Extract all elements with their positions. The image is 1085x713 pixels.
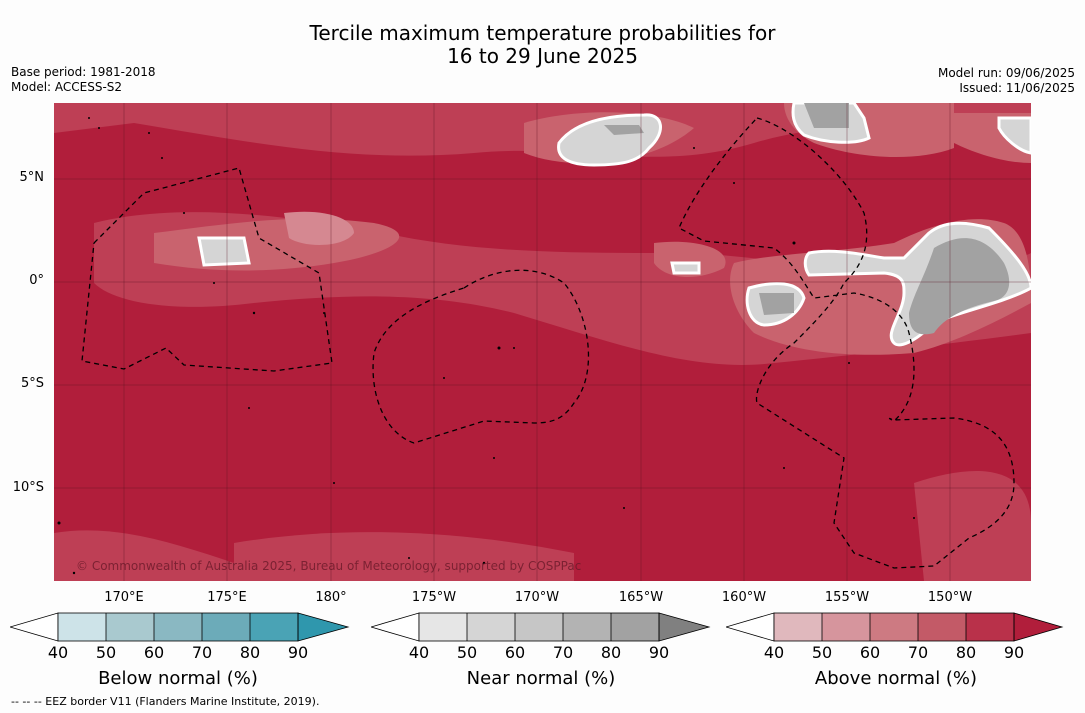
lat-label-5n: 5°N (19, 170, 45, 185)
cbar-below-seg-2 (106, 613, 154, 641)
grid-lines (54, 103, 1031, 581)
lon-label-175w: 175°W (411, 590, 457, 605)
colorbar-below-normal (10, 612, 350, 642)
issued-date: Issued: 11/06/2025 (959, 81, 1075, 95)
probability-map (54, 103, 1031, 581)
cbar-below-seg-1 (58, 613, 106, 641)
base-period: Base period: 1981-2018 (11, 65, 156, 79)
tick: 90 (648, 643, 670, 662)
cbar-near-seg-4 (563, 613, 611, 641)
colorbar-above-normal (726, 612, 1066, 642)
tick: 80 (239, 643, 261, 662)
cbar-above-seg-2 (822, 613, 870, 641)
tick: 70 (552, 643, 574, 662)
lon-label-170w: 170°W (514, 590, 560, 605)
tick: 60 (859, 643, 881, 662)
tick: 40 (408, 643, 430, 662)
near-normal-shading (197, 103, 1031, 347)
tick: 50 (95, 643, 117, 662)
lon-label-165w: 165°W (618, 590, 664, 605)
eez-border-footnote: -- -- -- EEZ border V11 (Flanders Marine… (11, 695, 320, 708)
map-title: Tercile maximum temperature probabilitie… (0, 22, 1085, 68)
cbar-below-seg-4 (202, 613, 250, 641)
tick: 60 (143, 643, 165, 662)
colorbar-near-label: Near normal (%) (466, 668, 616, 689)
above-normal-shading (54, 103, 1031, 581)
cbar-near-seg-2 (467, 613, 515, 641)
cbar-near-seg-1 (419, 613, 467, 641)
model-name: Model: ACCESS-S2 (11, 80, 123, 94)
lon-label-155w: 155°W (824, 590, 870, 605)
colorbar-above-label: Above normal (%) (814, 668, 978, 689)
meta-right: Model run: 09/06/2025 Issued: 11/06/2025 (938, 66, 1075, 96)
lon-label-150w: 150°W (927, 590, 973, 605)
title-line-1: Tercile maximum temperature probabilitie… (309, 21, 776, 45)
lat-label-5s: 5°S (20, 376, 44, 391)
colorbar-below-normal-swatches (10, 612, 350, 642)
tick: 90 (287, 643, 309, 662)
colorbar-above-normal-swatches (726, 612, 1064, 642)
title-line-2: 16 to 29 June 2025 (447, 44, 638, 68)
copyright-notice: © Commonwealth of Australia 2025, Bureau… (76, 559, 582, 573)
tick: 70 (191, 643, 213, 662)
colorbar-below-label: Below normal (%) (98, 668, 258, 689)
tick: 50 (811, 643, 833, 662)
cbar-above-seg-5 (966, 613, 1014, 641)
tick: 90 (1003, 643, 1025, 662)
model-run: Model run: 09/06/2025 (937, 66, 1075, 80)
lon-label-180: 180° (315, 590, 347, 605)
islands (57, 117, 915, 575)
meta-left: Base period: 1981-2018 Model: ACCESS-S2 (11, 65, 156, 95)
lat-label-0: 0° (29, 273, 44, 288)
tick: 40 (47, 643, 69, 662)
tick: 80 (600, 643, 622, 662)
cbar-above-seg-1 (774, 613, 822, 641)
cbar-above-seg-4 (918, 613, 966, 641)
eez-borders (81, 117, 1015, 569)
cbar-near-seg-3 (515, 613, 563, 641)
tick: 70 (907, 643, 929, 662)
tick: 60 (504, 643, 526, 662)
tick: 80 (955, 643, 977, 662)
tick: 40 (763, 643, 785, 662)
lon-label-160w: 160°W (721, 590, 767, 605)
tick: 50 (456, 643, 478, 662)
lon-label-175e: 175°E (207, 590, 247, 605)
colorbar-near-normal (371, 612, 711, 642)
cbar-near-seg-5 (611, 613, 659, 641)
lat-label-10s: 10°S (12, 480, 44, 495)
lon-label-170e: 170°E (104, 590, 144, 605)
colorbar-near-normal-swatches (371, 612, 711, 642)
cbar-below-seg-3 (154, 613, 202, 641)
cbar-above-seg-3 (870, 613, 918, 641)
cbar-below-seg-5 (250, 613, 298, 641)
